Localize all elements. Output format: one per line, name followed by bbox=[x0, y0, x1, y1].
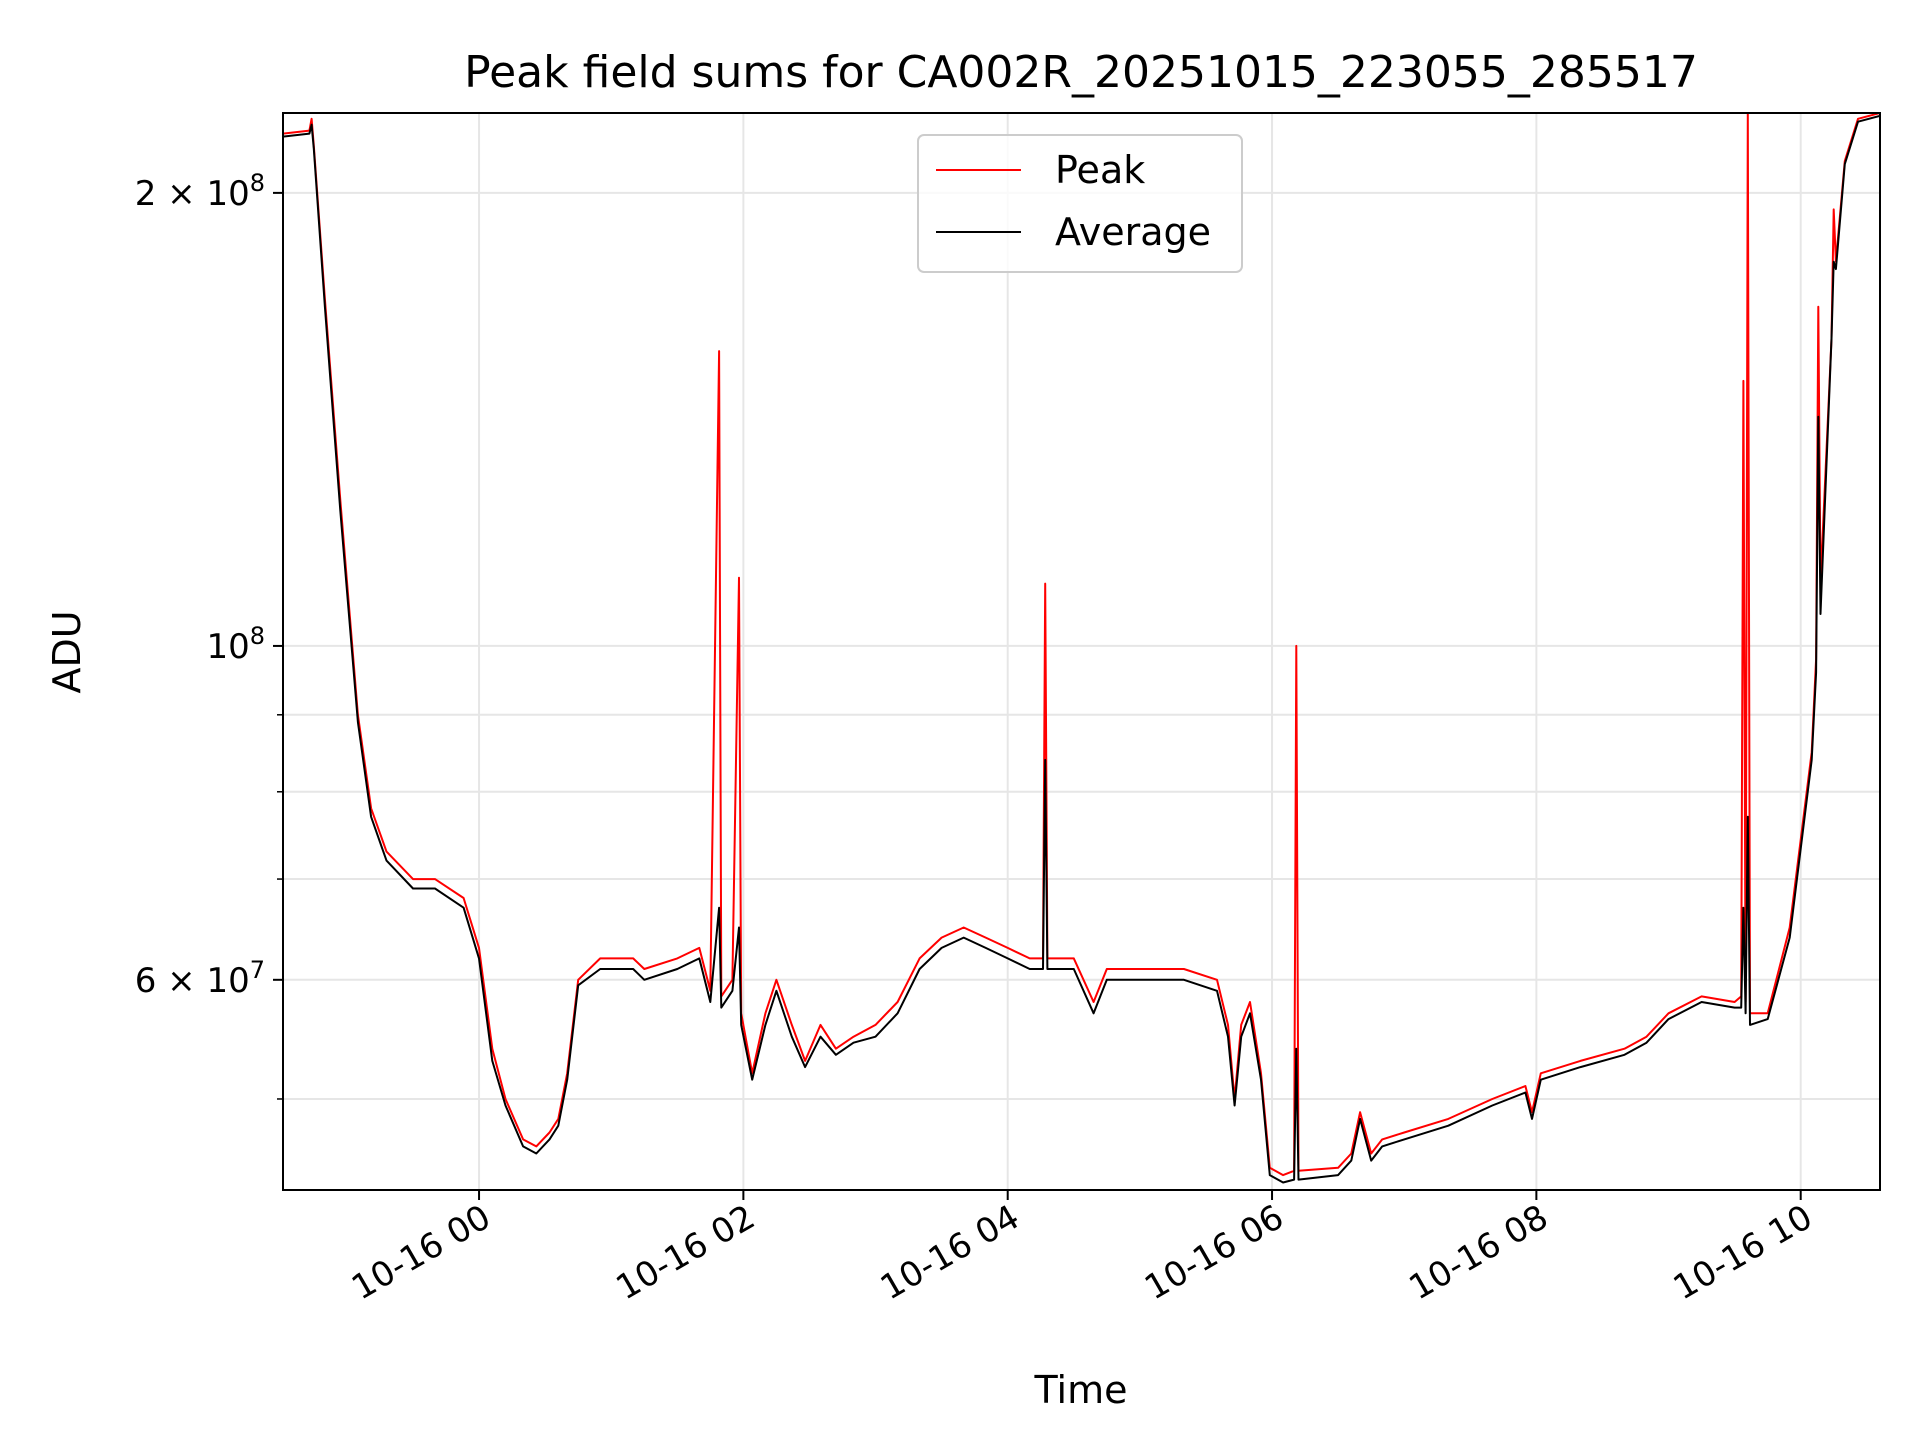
grid bbox=[283, 113, 1880, 1190]
y-axis: 6 × 107 108 2 × 108 bbox=[135, 169, 283, 1100]
series-layer bbox=[283, 113, 1880, 1184]
y-tick-label: 108 bbox=[206, 622, 265, 667]
x-tick-label: 10-16 06 bbox=[1138, 1197, 1290, 1308]
x-tick-label: 10-16 02 bbox=[609, 1197, 761, 1308]
x-tick-label: 10-16 08 bbox=[1402, 1197, 1554, 1308]
y-tick-label: 2 × 108 bbox=[135, 169, 265, 214]
legend-label-average: Average bbox=[1055, 210, 1211, 254]
plot-frame bbox=[282, 112, 1881, 1191]
x-tick-label: 10-16 00 bbox=[345, 1197, 497, 1308]
y-axis-label: ADU bbox=[45, 610, 89, 693]
series-line-average bbox=[283, 114, 1880, 1184]
x-axis-label: Time bbox=[1034, 1368, 1128, 1412]
x-axis: 10-16 00 10-16 02 10-16 04 10-16 06 10-16 08… bbox=[345, 1190, 1819, 1308]
x-tick-label: 10-16 10 bbox=[1667, 1197, 1819, 1308]
y-tick-label: 6 × 107 bbox=[135, 956, 265, 1001]
legend-label-peak: Peak bbox=[1055, 148, 1145, 192]
legend: Peak Average bbox=[917, 134, 1243, 273]
chart-title: Peak field sums for CA002R_20251015_2230… bbox=[464, 47, 1698, 98]
x-tick-label: 10-16 04 bbox=[874, 1197, 1026, 1308]
